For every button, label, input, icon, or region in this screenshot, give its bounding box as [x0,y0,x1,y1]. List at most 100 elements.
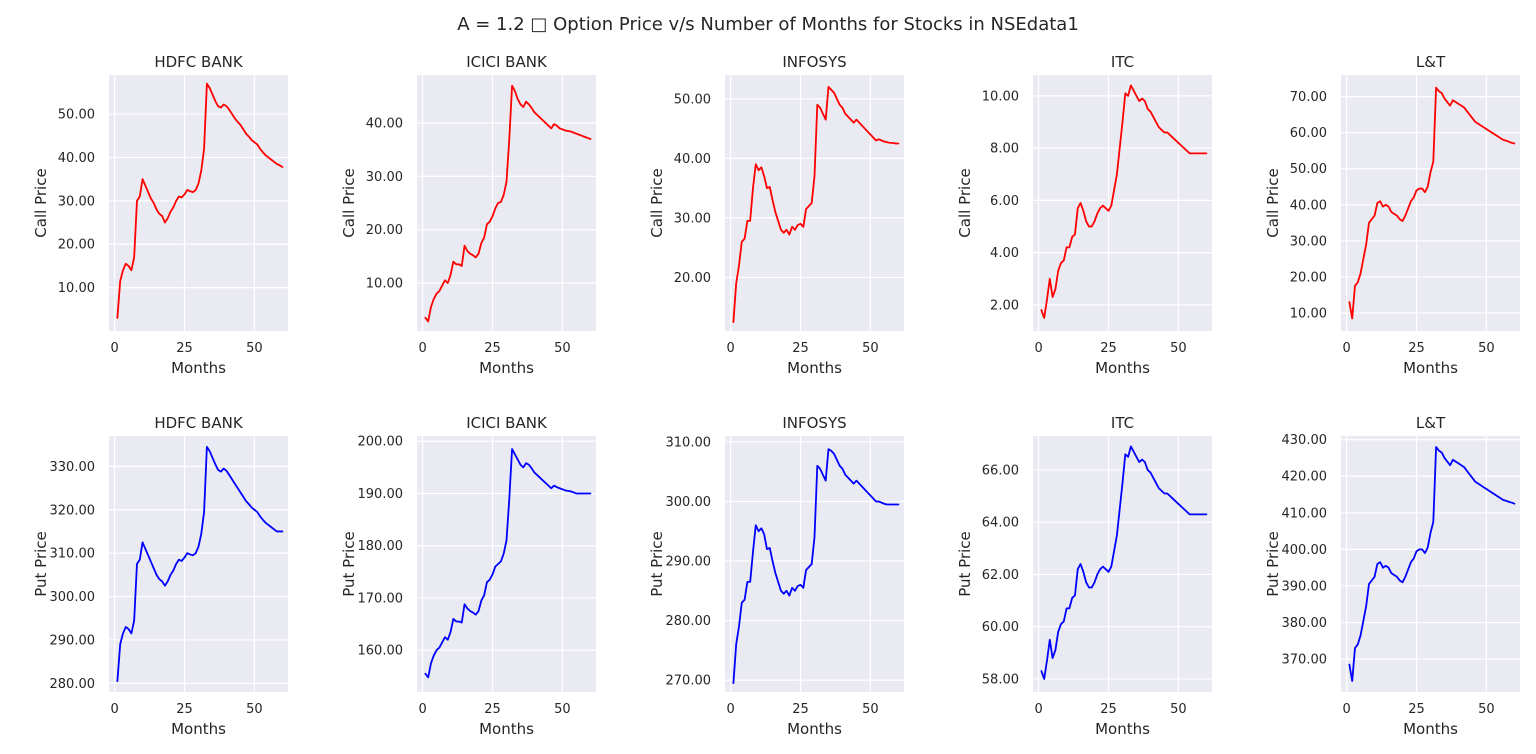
y-tick-label: 50.00 [1290,162,1327,177]
y-tick-label: 10.00 [366,277,403,292]
y-tick-label: 310.00 [50,547,96,562]
y-tick-label: 20.00 [674,271,711,286]
chart-title: ITC [1111,53,1134,71]
x-tick-label: 50 [862,341,879,356]
call-chart-1: 0 25 50 10.00 20.00 30.00 40.00 50.00 HDFC BANK M… [32,53,288,377]
x-axis-label: Months [171,720,226,738]
y-tick-label: 10.00 [1290,306,1327,321]
call-price-line [1040,84,1208,319]
y-tick-label: 310.00 [666,435,712,450]
y-axis-label: Call Price [340,168,358,237]
y-tick-label: 300.00 [666,495,712,510]
y-tick-label: 180.00 [358,539,404,554]
y-tick-label: 2.00 [990,298,1019,313]
y-tick-label: 30.00 [366,170,403,185]
put-chart-1: 0 25 50 280.00 290.00 300.00 310.00 320.00 330.0… [32,414,288,738]
y-tick-label: 320.00 [50,503,96,518]
plot-area [1341,436,1520,692]
x-tick-label: 25 [1408,702,1425,717]
y-tick-label: 50.00 [674,92,711,107]
x-tick-label: 0 [1342,702,1350,717]
call-chart-3: 0 25 50 20.00 30.00 40.00 50.00 INFOSYS Months Ca… [648,53,904,377]
y-axis-label: Call Price [956,168,974,237]
x-tick-label: 0 [1034,702,1042,717]
y-tick-label: 410.00 [1282,506,1328,521]
x-tick-label: 0 [110,341,118,356]
x-tick-label: 25 [176,702,193,717]
plot-area [725,75,904,331]
y-tick-label: 62.00 [982,568,1019,583]
y-axis-label: Call Price [648,168,666,237]
x-tick-label: 50 [862,702,879,717]
call-price-line [1348,86,1516,320]
y-tick-label: 290.00 [666,555,712,570]
y-tick-label: 20.00 [366,223,403,238]
y-tick-label: 430.00 [1282,433,1328,448]
x-tick-label: 25 [792,702,809,717]
y-tick-label: 70.00 [1290,90,1327,105]
x-axis-label: Months [787,359,842,377]
y-tick-label: 58.00 [982,672,1019,687]
x-axis-label: Months [1095,359,1150,377]
y-tick-label: 420.00 [1282,470,1328,485]
y-axis-label: Put Price [956,531,974,597]
y-tick-label: 370.00 [1282,653,1328,668]
y-tick-label: 400.00 [1282,543,1328,558]
y-tick-label: 8.00 [990,142,1019,157]
put-price-line [116,445,284,683]
y-axis-label: Put Price [340,531,358,597]
put-chart-3: 0 25 50 270.00 280.00 290.00 300.00 310.00 INFOS… [648,414,904,738]
y-tick-label: 6.00 [990,194,1019,209]
x-tick-label: 0 [726,341,734,356]
x-axis-label: Months [479,720,534,738]
x-tick-label: 25 [792,341,809,356]
chart-title: HDFC BANK [154,414,243,432]
y-tick-label: 290.00 [50,633,96,648]
chart-title: ICICI BANK [466,414,548,432]
call-price-line [424,84,592,323]
call-chart-5: 0 25 50 10.00 20.00 30.00 40.00 50.00 60.00 70.00… [1264,53,1520,377]
x-tick-label: 0 [110,702,118,717]
x-tick-label: 50 [246,702,263,717]
call-price-line [732,86,900,323]
y-tick-label: 20.00 [1290,270,1327,285]
x-tick-label: 25 [176,341,193,356]
y-tick-label: 60.00 [982,620,1019,635]
plot-area [109,75,288,331]
y-tick-label: 380.00 [1282,616,1328,631]
x-tick-label: 0 [1034,341,1042,356]
chart-title: INFOSYS [782,53,846,71]
plot-area [417,436,596,692]
y-tick-label: 66.00 [982,463,1019,478]
x-tick-label: 25 [1100,702,1117,717]
y-tick-label: 60.00 [1290,126,1327,141]
plot-area [725,436,904,692]
x-axis-label: Months [787,720,842,738]
x-tick-label: 50 [1170,702,1187,717]
x-axis-label: Months [1095,720,1150,738]
y-tick-label: 30.00 [1290,234,1327,249]
chart-title: L&T [1416,414,1446,432]
y-tick-label: 4.00 [990,246,1019,261]
y-tick-label: 170.00 [358,591,404,606]
y-tick-label: 30.00 [58,194,95,209]
y-tick-label: 330.00 [50,460,96,475]
plot-area [109,436,288,692]
y-tick-label: 20.00 [58,238,95,253]
y-tick-label: 390.00 [1282,579,1328,594]
put-price-line [1348,446,1516,682]
y-tick-label: 270.00 [666,674,712,689]
x-tick-label: 50 [1478,702,1495,717]
y-axis-label: Put Price [648,531,666,597]
chart-title: ICICI BANK [466,53,548,71]
chart-title: ITC [1111,414,1134,432]
y-tick-label: 300.00 [50,590,96,605]
y-tick-label: 190.00 [358,487,404,502]
x-tick-label: 25 [484,341,501,356]
y-tick-label: 280.00 [50,677,96,692]
y-tick-label: 40.00 [58,151,95,166]
y-tick-label: 200.00 [358,435,404,450]
call-price-line [116,82,284,319]
x-tick-label: 0 [1342,341,1350,356]
